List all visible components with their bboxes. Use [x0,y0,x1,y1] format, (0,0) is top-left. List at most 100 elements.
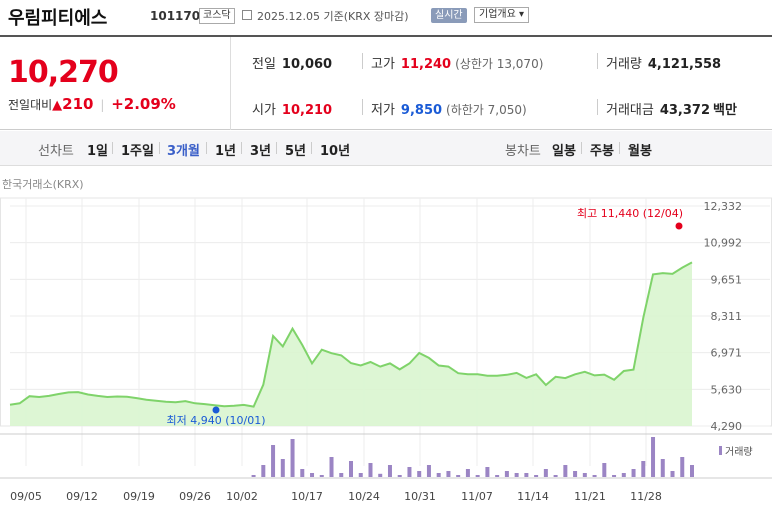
volume-label: 거래량 [606,57,642,72]
y-tick-label: 12,332 [704,200,743,213]
volume-bar [621,473,626,477]
day-high: 고가 11,240 (상한가 13,070) [371,53,543,72]
volume-bar [485,467,490,477]
y-tick-label: 5,630 [711,383,743,396]
price-line [9,261,693,408]
lower-limit: (하한가 7,050) [446,103,527,117]
range-3m[interactable]: 3개월 [167,144,200,159]
volume-bar [602,463,607,477]
volume-bar [534,475,539,477]
amount-unit: 백만 [713,103,737,118]
up-arrow-icon: ▲ [52,98,63,113]
x-tick-label: 09/26 [179,490,211,503]
stock-header: 우림피티에스 101170 코스닥 2025.12.05 기준(KRX 장마감)… [0,0,772,34]
volume-bar [310,473,315,477]
volume-bar [543,469,548,477]
volume-bar [349,461,353,477]
x-tick-label: 10/02 [226,490,258,503]
volume-bar [387,465,392,477]
x-tick-label: 10/24 [348,490,380,503]
volume-bar [426,465,431,477]
volume-bar [475,475,480,477]
volume-bar [524,473,529,477]
high-value: 11,240 [400,57,452,72]
chart-canvas: 12,332 10,992 9,651 8,311 6,971 5,630 4,290 09/… [0,197,772,503]
volume-bar [368,463,373,477]
volume-bar [592,475,597,477]
volume-bar [670,471,675,477]
quote-panel: 10,270 전일대비▲210 | +2.09% 전일 10,060 고가 11,2… [0,35,772,130]
period-selector: 선차트 1일 1주일 3개월 1년 3년 5년 10년 봉차트 일봉 주봉 월봉 [0,131,772,166]
volume-bar [514,473,519,477]
volume-bar [465,469,470,477]
candle-weekly[interactable]: 주봉 [590,144,614,159]
x-tick-label: 11/14 [517,490,549,503]
day-low: 저가 9,850 (하한가 7,050) [371,99,527,118]
price-summary: 10,270 전일대비▲210 | +2.09% [0,37,231,130]
x-tick-label: 09/19 [123,490,155,503]
range-1w[interactable]: 1주일 [121,144,154,159]
trade-amount: 거래대금 43,372 백만 [606,99,737,118]
candle-monthly[interactable]: 월봉 [628,144,652,159]
y-tick-label: 10,992 [704,237,743,250]
volume-bar [690,465,694,477]
x-tick-label: 09/05 [10,490,42,503]
candle-daily[interactable]: 일봉 [552,144,576,159]
volume-bar [329,457,334,477]
amount-value: 43,372 [659,103,711,118]
x-tick-label: 10/17 [291,490,323,503]
open-label: 시가 [252,103,276,118]
open-price: 시가 10,210 [252,99,332,118]
low-marker [212,406,220,414]
stock-name: 우림피티에스 [8,8,108,29]
change-percent: +2.09% [111,95,176,113]
volume-legend-swatch [719,446,722,455]
volume-bar [251,475,256,477]
high-annotation: 최고 11,440 (12/04) [577,207,683,220]
volume-bar [660,459,665,477]
volume-bar [319,475,324,477]
volume-bar [680,457,685,477]
prev-close-value: 10,060 [281,57,333,72]
current-price: 10,270 [8,55,119,90]
change-label: 전일대비 [8,98,53,112]
volume-bar [417,471,422,477]
volume-bar [563,465,568,477]
volume-legend-label: 거래량 [725,446,753,458]
volume-bar [631,469,636,477]
range-3y[interactable]: 3년 [250,144,272,159]
volume-bar [641,461,646,477]
calendar-icon [242,10,252,20]
volume-bar [261,465,266,477]
y-tick-label: 8,311 [711,310,743,323]
volume-bar [436,473,441,477]
range-1d[interactable]: 1일 [87,144,109,159]
volume: 거래량 4,121,558 [606,53,721,72]
x-tick-label: 11/07 [461,490,493,503]
volume-bar [378,473,383,477]
data-source: 한국거래소(KRX) [2,178,84,191]
x-tick-label: 11/21 [574,490,606,503]
line-chart-label: 선차트 [38,144,74,159]
volume-bar [339,473,344,477]
volume-bar [300,469,305,477]
range-5y[interactable]: 5년 [285,144,307,159]
low-value: 9,850 [400,103,443,118]
market-badge: 코스닥 [199,8,235,24]
x-tick-label: 11/28 [630,490,662,503]
reference-date: 2025.12.05 기준(KRX 장마감) [257,10,409,23]
y-tick-label: 6,971 [711,347,743,360]
volume-bar [573,471,578,477]
volume-bar [271,445,276,477]
volume-bar [651,437,656,477]
range-1y[interactable]: 1년 [215,144,237,159]
price-area [10,262,692,426]
range-10y[interactable]: 10년 [320,144,351,159]
company-info-dropdown[interactable]: 기업개요 ▾ [474,7,529,23]
volume-bar [280,459,285,477]
price-chart: 한국거래소(KRX) 12,332 10,992 9,651 8,311 6,971 5,… [0,170,772,507]
price-change: 전일대비▲210 | +2.09% [8,95,176,113]
realtime-button[interactable]: 실시간 [431,8,467,23]
amount-label: 거래대금 [606,103,654,118]
volume-bar [582,473,587,477]
